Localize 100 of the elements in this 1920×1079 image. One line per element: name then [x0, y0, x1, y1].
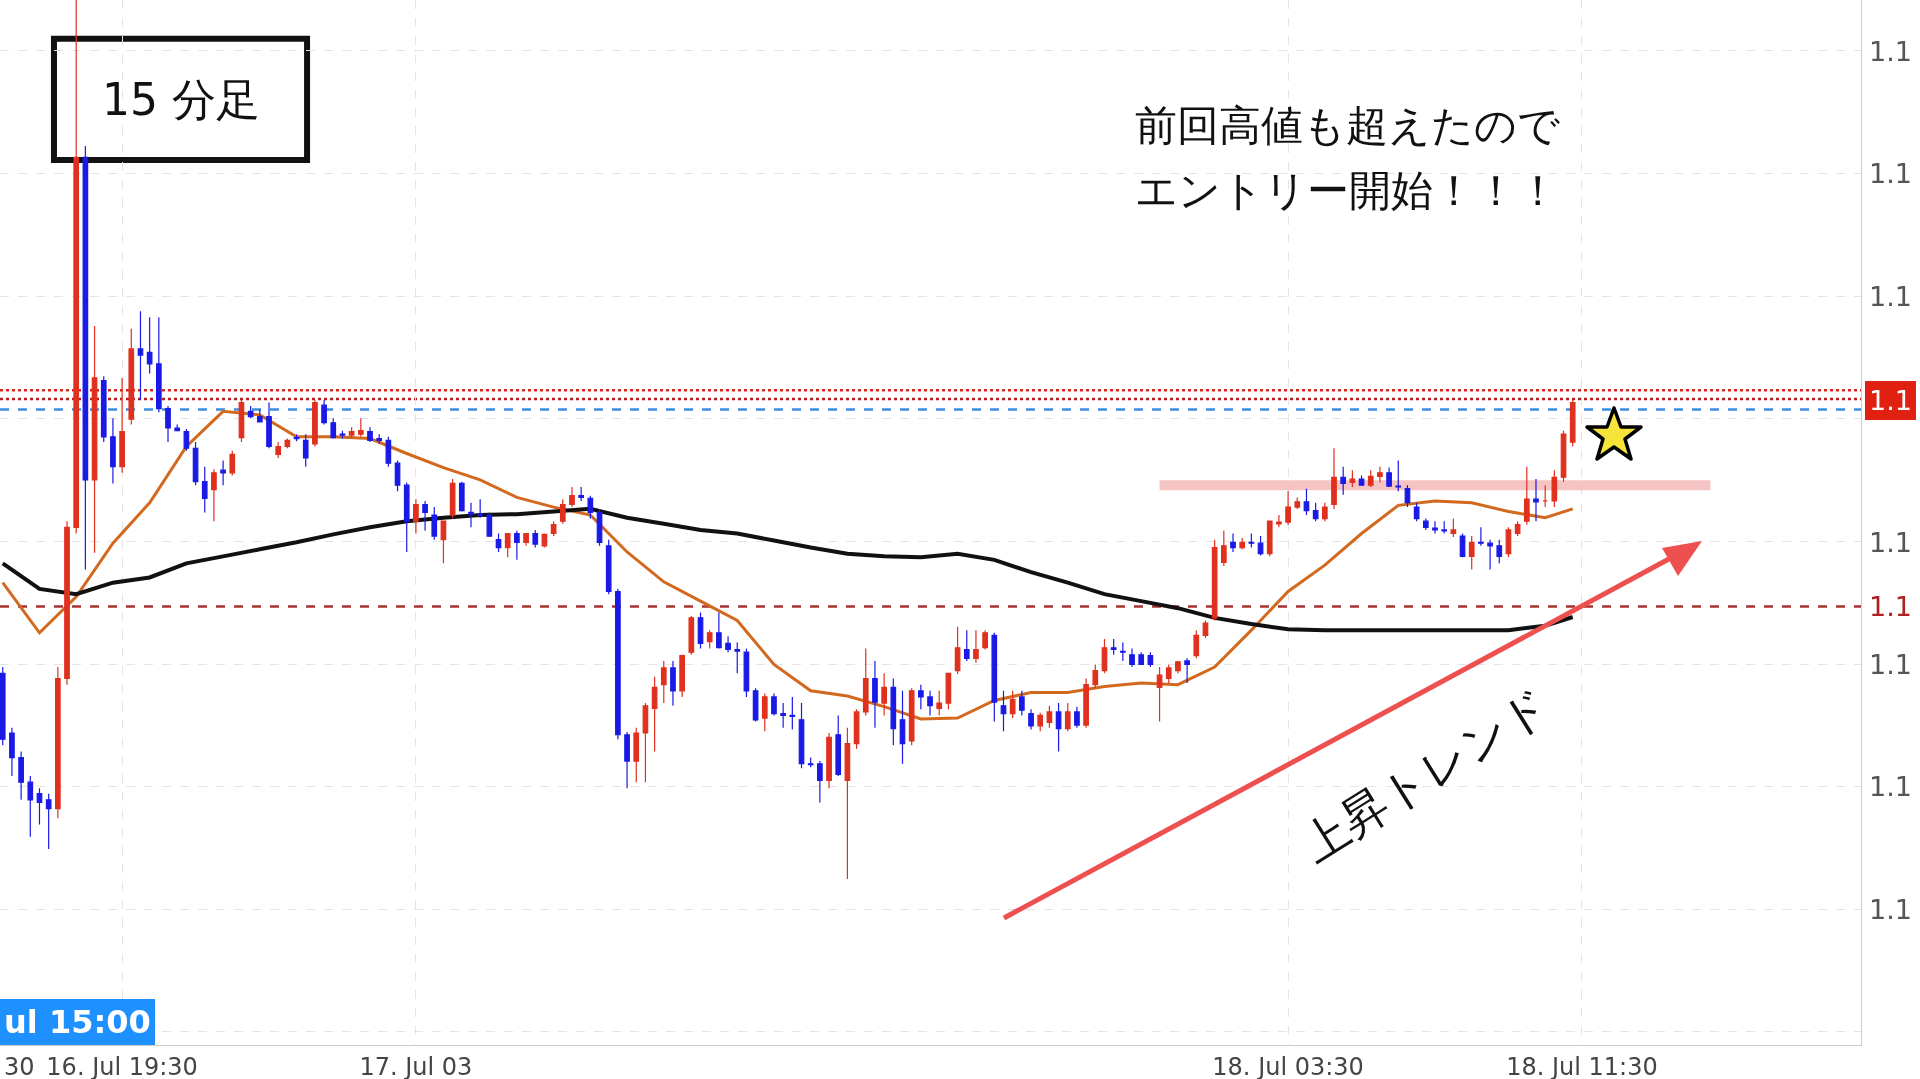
candlestick	[1312, 502, 1319, 522]
candlestick	[1294, 496, 1301, 510]
candlestick	[82, 145, 89, 571]
candlestick	[1211, 539, 1218, 622]
candlestick	[174, 423, 181, 432]
candlestick	[817, 760, 823, 804]
candlestick	[1028, 708, 1034, 731]
candlestick	[403, 481, 410, 553]
candlestick	[1349, 469, 1356, 488]
candlestick	[1450, 517, 1457, 538]
candlestick	[18, 750, 24, 801]
candlestick	[1514, 520, 1521, 537]
text: 1.1	[1869, 771, 1912, 802]
candlestick	[1138, 651, 1145, 666]
candlestick	[1496, 539, 1503, 564]
candlestick	[716, 611, 722, 650]
candlestick	[890, 677, 897, 746]
candlestick	[1083, 677, 1089, 729]
candlestick	[780, 702, 786, 729]
candlestick	[367, 426, 373, 443]
candlestick	[624, 731, 630, 789]
candlestick	[1064, 702, 1071, 732]
candlestick	[1202, 619, 1209, 639]
candlestick	[1551, 469, 1558, 508]
candlestick	[1175, 660, 1181, 674]
text: 1.1	[1869, 281, 1912, 312]
candlestick	[973, 629, 979, 664]
candlestick	[927, 690, 933, 717]
candlestick	[807, 757, 814, 768]
candlestick	[706, 629, 713, 650]
candlestick	[1331, 447, 1337, 510]
candlestick	[385, 436, 392, 468]
candlestick	[559, 498, 566, 525]
annotation: エントリー開始！！！	[1135, 166, 1559, 215]
candlestick	[1055, 702, 1062, 753]
candlestick	[1569, 399, 1576, 448]
candlestick	[982, 629, 988, 651]
text: 1.1	[1869, 527, 1912, 558]
candlestick	[1487, 539, 1493, 571]
candlestick	[872, 660, 878, 729]
candlestick	[569, 486, 575, 508]
candlestick	[1459, 532, 1466, 558]
candlestick	[826, 732, 832, 789]
candlestick	[844, 727, 851, 880]
candlestick	[275, 441, 282, 459]
candlestick	[798, 702, 805, 769]
candlestick	[1377, 466, 1383, 484]
candlestick	[431, 506, 438, 541]
candlestick	[266, 401, 272, 449]
candlestick	[615, 588, 621, 740]
candlestick	[54, 666, 61, 819]
candlestick	[100, 375, 107, 443]
candlestick	[523, 532, 529, 547]
candlestick	[477, 498, 484, 519]
candlestick	[633, 727, 640, 783]
candlestick	[348, 426, 355, 439]
candlestick	[0, 666, 6, 746]
candlestick	[651, 676, 658, 753]
candlestick	[376, 433, 383, 445]
candlestick	[697, 611, 704, 650]
candlestick	[1422, 517, 1429, 531]
candlestick	[918, 684, 924, 710]
candlestick	[1156, 666, 1163, 723]
candlestick	[752, 687, 759, 723]
candlestick	[936, 690, 943, 717]
candlestick	[413, 498, 419, 535]
candlestick	[1478, 526, 1484, 547]
text: 1.1	[1869, 36, 1912, 67]
candlestick	[514, 530, 520, 561]
candlestick	[1009, 690, 1016, 719]
text: 1.1	[1869, 385, 1912, 416]
candlestick	[330, 417, 337, 440]
candlestick	[1276, 514, 1282, 528]
x-tick-label: 18. Jul 11:30	[1506, 1052, 1658, 1079]
candlestick	[422, 500, 428, 532]
candlestick	[550, 520, 557, 537]
candlestick	[458, 481, 465, 513]
candlestick	[1367, 469, 1374, 488]
candlestick	[1248, 532, 1255, 549]
candlestick	[1129, 648, 1135, 668]
candlestick	[486, 511, 493, 538]
text: 1.1	[1869, 894, 1912, 925]
candlestick	[339, 430, 346, 440]
text: 30	[4, 1053, 35, 1079]
candlestick	[1110, 638, 1117, 656]
candlestick	[688, 615, 695, 656]
text: ul 15:00	[4, 1003, 151, 1041]
candlestick	[1037, 712, 1044, 732]
candlestick	[679, 654, 685, 698]
candlestick	[36, 787, 43, 825]
candlestick	[165, 405, 171, 443]
candlestick	[119, 377, 125, 474]
candlestick	[146, 316, 153, 375]
candlestick	[110, 417, 116, 484]
candlestick	[1074, 706, 1080, 729]
candlestick	[642, 702, 649, 783]
candlestick	[1193, 629, 1200, 659]
candlestick	[605, 539, 612, 595]
candlestick	[256, 408, 263, 423]
candlestick	[9, 727, 15, 777]
